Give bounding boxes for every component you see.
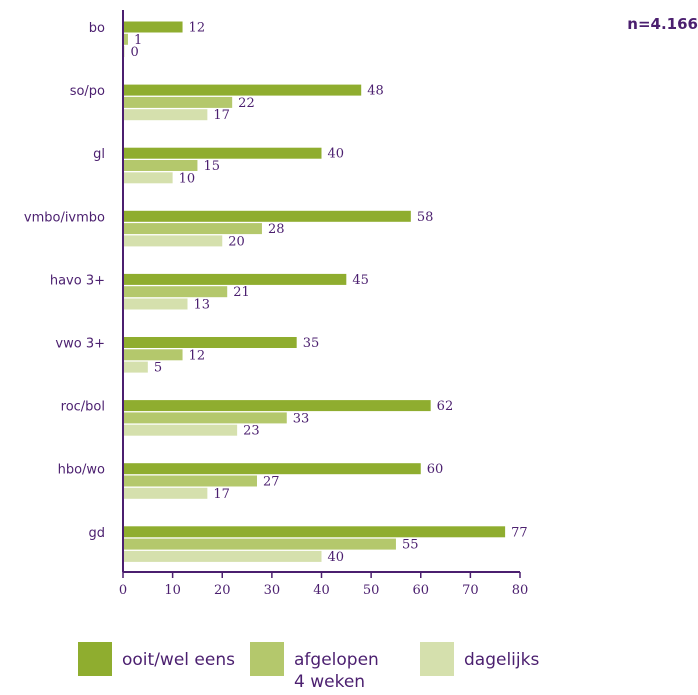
category-label: hbo/wo — [58, 463, 105, 478]
bar — [123, 210, 411, 222]
bar-value-label: 12 — [189, 21, 206, 36]
bar-value-label: 48 — [367, 84, 384, 99]
bar — [123, 109, 208, 121]
bar-value-label: 21 — [233, 285, 250, 300]
legend-item-ooit: ooit/wel eens — [78, 642, 235, 676]
bar-value-label: 17 — [213, 108, 230, 123]
category-label: bo — [89, 21, 105, 36]
bar — [123, 21, 183, 33]
bar-value-label: 33 — [293, 411, 310, 426]
bar-value-label: 23 — [243, 424, 260, 439]
bar-value-label: 62 — [437, 399, 454, 414]
x-tick-label: 20 — [214, 583, 231, 598]
bar — [123, 538, 396, 550]
bar-value-label: 10 — [179, 171, 196, 186]
bar-value-label: 58 — [417, 210, 434, 225]
x-tick-label: 70 — [462, 583, 479, 598]
legend-label-ooit: ooit/wel eens — [122, 650, 235, 670]
bar-value-label: 77 — [511, 525, 528, 540]
bar — [123, 487, 208, 499]
bar — [123, 172, 173, 184]
bar-value-label: 0 — [131, 45, 139, 60]
bar — [123, 361, 148, 373]
x-tick-label: 40 — [313, 583, 330, 598]
bar-value-label: 40 — [328, 550, 345, 565]
bar-value-label: 45 — [352, 273, 369, 288]
bar-value-label: 12 — [189, 348, 206, 363]
legend-swatch-ooit — [78, 642, 112, 676]
legend-item-afgelopen: afgelopen 4 weken — [250, 642, 379, 693]
bar-value-label: 60 — [427, 462, 444, 477]
category-label: roc/bol — [61, 400, 105, 415]
bar-value-label: 28 — [268, 222, 285, 237]
category-label: vwo 3+ — [55, 337, 105, 352]
bar — [123, 235, 223, 247]
bar — [123, 412, 287, 424]
category-label: gl — [93, 147, 105, 162]
bar-value-label: 15 — [203, 159, 220, 174]
bar — [123, 298, 188, 310]
bar-value-label: 1 — [134, 33, 142, 48]
x-tick-label: 80 — [512, 583, 529, 598]
bar — [123, 349, 183, 361]
bar-value-label: 13 — [194, 298, 211, 313]
bar — [123, 160, 198, 171]
x-tick-label: 60 — [412, 583, 429, 598]
x-tick-label: 30 — [264, 583, 281, 598]
bar — [123, 400, 431, 412]
bar-value-label: 20 — [228, 234, 245, 249]
bar — [123, 273, 347, 285]
category-label: havo 3+ — [50, 273, 105, 288]
bar-value-label: 17 — [213, 487, 230, 502]
bar — [123, 84, 362, 96]
bar-value-label: 35 — [303, 336, 320, 351]
x-tick-label: 0 — [119, 583, 127, 598]
bar — [123, 223, 262, 235]
bar-value-label: 5 — [154, 361, 162, 376]
bar — [123, 550, 322, 562]
legend-label-dagelijks: dagelijks — [464, 650, 540, 670]
bar-value-label: 22 — [238, 96, 255, 111]
x-tick-label: 50 — [363, 583, 380, 598]
bar — [123, 424, 238, 436]
bar — [123, 96, 233, 108]
bar-value-label: 40 — [328, 147, 345, 162]
sample-size-label: n=4.166 — [627, 15, 698, 33]
bar — [123, 463, 421, 475]
x-tick-label: 10 — [164, 583, 181, 598]
bar — [123, 475, 257, 487]
category-label: gd — [88, 526, 105, 541]
legend-item-dagelijks: dagelijks — [420, 642, 539, 676]
bar-value-label: 55 — [402, 538, 419, 553]
legend-label-afgelopen: afgelopen 4 weken — [294, 650, 379, 692]
legend-swatch-afgelopen — [250, 642, 284, 676]
bar — [123, 337, 297, 348]
bar-value-label: 27 — [263, 475, 280, 490]
legend: ooit/wel eens afgelopen 4 weken dagelijk… — [78, 642, 678, 692]
category-label: so/po — [70, 84, 105, 99]
bar — [123, 526, 506, 538]
bar — [123, 286, 228, 298]
bar — [123, 33, 128, 45]
category-label: vmbo/ivmbo — [24, 210, 105, 225]
legend-swatch-dagelijks — [420, 642, 454, 676]
bar — [123, 147, 322, 159]
